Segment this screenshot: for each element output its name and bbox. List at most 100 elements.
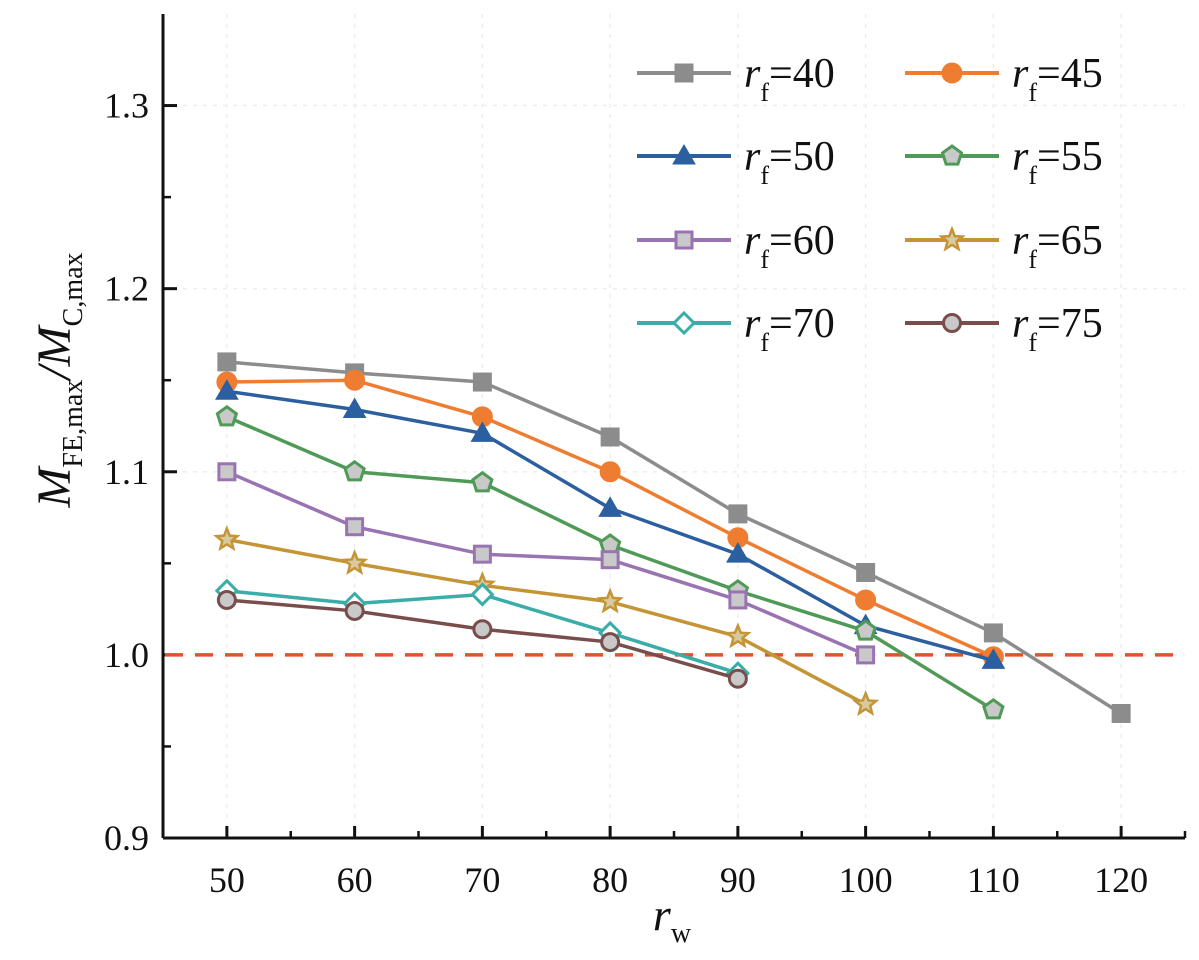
- data-point: [344, 600, 365, 621]
- data-point: [596, 587, 624, 614]
- y-tick-label: 1.0: [104, 635, 149, 675]
- legend-swatch-marker: [671, 310, 697, 336]
- data-point: [724, 622, 752, 649]
- x-axis-title: rw: [653, 889, 692, 949]
- series-line: [226, 360, 1123, 715]
- data-point: [215, 379, 239, 400]
- y-tick-label: 1.2: [104, 269, 149, 309]
- legend-label-prefix: r: [1012, 134, 1029, 180]
- y-axis-title-slash: /: [28, 363, 81, 383]
- legend-label-value: =65: [1037, 218, 1103, 264]
- series-line: [226, 470, 867, 657]
- data-point: [1111, 703, 1131, 723]
- data-point: [854, 619, 877, 641]
- legend-label-prefix: r: [1012, 218, 1029, 264]
- legend-label-prefix: r: [1012, 51, 1029, 97]
- legend-swatch-marker: [672, 144, 696, 165]
- x-tick-label: 120: [1094, 860, 1148, 900]
- legend-item: rf=40: [637, 51, 835, 107]
- legend-label: rf=60: [744, 218, 835, 274]
- legend-label-value: =70: [769, 301, 835, 347]
- data-point: [344, 369, 366, 391]
- data-point: [472, 619, 493, 640]
- legend-label: rf=75: [1012, 301, 1103, 357]
- data-point: [215, 404, 239, 427]
- legend-swatch-marker: [941, 62, 963, 84]
- legend-item: rf=65: [905, 218, 1103, 274]
- x-axis-title-sub: w: [671, 918, 692, 949]
- data-point: [855, 589, 877, 611]
- series-line: [226, 537, 867, 706]
- data-point: [599, 461, 621, 483]
- data-point: [982, 697, 1005, 720]
- legend-item: rf=70: [637, 301, 835, 357]
- series-4: [215, 404, 1005, 720]
- legend-label-sub: f: [760, 328, 769, 357]
- data-point: [471, 470, 494, 493]
- legend-item: rf=60: [637, 218, 835, 274]
- legend-item: rf=45: [905, 51, 1103, 107]
- data-point: [983, 623, 1003, 643]
- legend-label-value: =40: [769, 51, 835, 97]
- data-point: [217, 462, 237, 482]
- data-point: [851, 689, 880, 716]
- x-tick-label: 100: [839, 860, 893, 900]
- legend-label-sub: f: [1028, 328, 1037, 357]
- legend-label: rf=70: [744, 301, 835, 357]
- legend-label-prefix: r: [744, 134, 761, 180]
- legend-swatch-marker: [674, 230, 694, 250]
- y-tick-label: 0.9: [104, 818, 149, 858]
- legend-swatch-marker: [674, 63, 694, 83]
- data-point: [216, 589, 237, 610]
- legend-label: rf=50: [744, 134, 835, 190]
- y-tick-label: 1.3: [104, 86, 149, 126]
- legend-label-prefix: r: [1012, 301, 1029, 347]
- legend-label: rf=40: [744, 51, 835, 107]
- axes-layer: 50 60 70 80 90 100 110 120 0.9 1.0 1.1 1.2 1.3: [104, 14, 1187, 900]
- series-5: [217, 462, 876, 665]
- data-point: [345, 517, 365, 537]
- data-point: [728, 590, 748, 610]
- legend-swatch-marker: [940, 144, 964, 166]
- y-axis-title-main2: M: [28, 323, 81, 367]
- data-point: [343, 459, 366, 482]
- legend-label-value: =60: [769, 218, 835, 264]
- x-tick-label: 50: [209, 860, 245, 900]
- y-axis-title-main: M: [28, 465, 81, 509]
- legend-label-sub: f: [760, 245, 769, 274]
- data-point: [340, 548, 369, 575]
- series-layer: [213, 352, 1131, 723]
- data-point: [856, 645, 876, 665]
- data-point: [470, 582, 495, 607]
- x-tick-label: 110: [967, 860, 1020, 900]
- legend-label-prefix: r: [744, 218, 761, 264]
- data-point: [213, 525, 241, 552]
- legend-item: rf=55: [905, 134, 1103, 190]
- data-point: [856, 562, 876, 582]
- x-tick-label: 70: [464, 860, 500, 900]
- legend-swatch-marker: [938, 225, 966, 252]
- x-tick-label: 90: [720, 860, 756, 900]
- legend-label-sub: f: [1028, 245, 1037, 274]
- legend-item: rf=50: [637, 134, 835, 190]
- series-8: [216, 589, 748, 689]
- series-1: [217, 352, 1131, 723]
- legend-label: rf=55: [1012, 134, 1103, 190]
- y-axis-title-sub1: FE,max: [58, 380, 89, 468]
- legend-label-value: =45: [1037, 51, 1103, 97]
- data-point: [342, 397, 367, 419]
- legend-label-value: =50: [769, 134, 835, 180]
- legend-label-prefix: r: [744, 51, 761, 97]
- data-point: [217, 352, 237, 372]
- legend-label-sub: f: [760, 161, 769, 190]
- data-point: [726, 542, 750, 563]
- data-point: [598, 496, 622, 517]
- data-point: [728, 504, 748, 524]
- y-tick-label: 1.1: [104, 452, 149, 492]
- data-point: [600, 550, 620, 570]
- data-point: [470, 421, 495, 442]
- data-point: [981, 648, 1006, 669]
